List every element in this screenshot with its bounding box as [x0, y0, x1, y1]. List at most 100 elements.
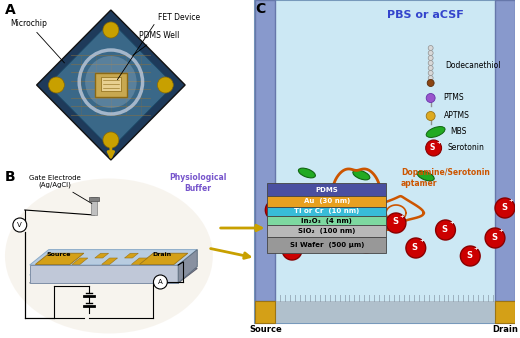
Text: Serotonin: Serotonin — [448, 144, 484, 152]
Text: S: S — [430, 143, 435, 151]
Text: S: S — [323, 224, 329, 234]
Circle shape — [48, 77, 64, 93]
Bar — [89, 197, 99, 201]
Circle shape — [428, 55, 433, 61]
Circle shape — [428, 75, 433, 80]
Bar — [267, 183, 386, 196]
Text: Physiological
Buffer: Physiological Buffer — [170, 173, 227, 193]
Polygon shape — [48, 21, 174, 149]
Polygon shape — [178, 249, 197, 283]
Bar — [255, 301, 515, 323]
Text: A: A — [158, 279, 163, 285]
Circle shape — [427, 79, 434, 87]
Bar — [255, 0, 275, 301]
Circle shape — [428, 66, 433, 71]
Circle shape — [428, 46, 433, 50]
Text: FET Device: FET Device — [118, 14, 201, 80]
Circle shape — [460, 246, 480, 266]
Text: Drain: Drain — [492, 324, 518, 334]
Text: +: + — [400, 214, 404, 218]
Text: PTMS: PTMS — [444, 94, 464, 102]
Circle shape — [428, 50, 433, 55]
Polygon shape — [132, 258, 147, 264]
Text: PBS or aCSF: PBS or aCSF — [387, 10, 464, 20]
Text: PDMS: PDMS — [315, 187, 338, 193]
Bar — [495, 0, 515, 301]
Text: +: + — [296, 241, 301, 245]
Text: S: S — [392, 217, 398, 226]
Text: +: + — [348, 191, 353, 195]
Text: Au  (30 nm): Au (30 nm) — [304, 198, 350, 204]
Text: S: S — [501, 202, 507, 212]
Text: V: V — [18, 222, 22, 228]
Bar — [255, 301, 275, 323]
Text: Si Wafer  (500 μm): Si Wafer (500 μm) — [290, 242, 364, 248]
Polygon shape — [30, 249, 197, 265]
Bar — [267, 237, 386, 253]
Circle shape — [356, 233, 376, 253]
Polygon shape — [124, 253, 138, 258]
Text: +: + — [279, 200, 283, 206]
Text: +: + — [474, 246, 478, 251]
Ellipse shape — [417, 171, 434, 181]
Circle shape — [317, 220, 336, 240]
Circle shape — [436, 220, 456, 240]
Circle shape — [153, 275, 167, 289]
Text: MBS: MBS — [450, 127, 467, 137]
Circle shape — [335, 190, 355, 210]
Circle shape — [426, 94, 435, 102]
Circle shape — [428, 61, 433, 66]
Text: Drain: Drain — [153, 252, 172, 257]
Text: Microchip: Microchip — [10, 19, 64, 63]
Circle shape — [426, 140, 441, 156]
Text: S: S — [271, 204, 277, 214]
Text: Source: Source — [249, 324, 282, 334]
Text: A: A — [5, 3, 16, 17]
Polygon shape — [36, 10, 185, 160]
Text: +: + — [420, 239, 424, 243]
Text: S: S — [466, 250, 472, 260]
Text: +: + — [509, 198, 513, 203]
Text: C: C — [255, 2, 266, 16]
Ellipse shape — [353, 170, 370, 180]
Circle shape — [426, 112, 435, 121]
Circle shape — [103, 132, 119, 148]
Bar — [95, 73, 127, 97]
Circle shape — [85, 56, 137, 108]
Text: +: + — [499, 228, 503, 234]
Circle shape — [428, 71, 433, 75]
Ellipse shape — [426, 126, 445, 138]
Bar — [92, 197, 97, 215]
Text: Source: Source — [46, 252, 71, 257]
Ellipse shape — [298, 168, 316, 178]
Polygon shape — [102, 258, 118, 264]
Text: Gate Electrode
(Ag/AgCl): Gate Electrode (Ag/AgCl) — [29, 174, 92, 203]
Text: +: + — [436, 140, 441, 145]
Circle shape — [282, 240, 302, 260]
Bar — [495, 301, 515, 323]
Circle shape — [485, 228, 505, 248]
Bar — [267, 216, 386, 225]
Text: S: S — [491, 233, 497, 241]
Bar — [267, 225, 386, 237]
Polygon shape — [72, 258, 88, 264]
Polygon shape — [35, 253, 84, 264]
Polygon shape — [95, 253, 109, 258]
Circle shape — [265, 200, 285, 220]
Text: +: + — [449, 220, 454, 225]
Bar — [255, 0, 515, 323]
Bar — [101, 77, 121, 91]
Ellipse shape — [5, 178, 213, 334]
Text: SiO₂  (100 nm): SiO₂ (100 nm) — [298, 228, 355, 234]
Text: S: S — [441, 224, 448, 234]
Circle shape — [103, 22, 119, 38]
Text: S: S — [412, 242, 418, 251]
Circle shape — [386, 213, 406, 233]
Polygon shape — [139, 253, 188, 264]
Text: S: S — [341, 194, 346, 203]
Text: +: + — [370, 234, 374, 239]
Text: Dopamine/Serotonin
aptamer: Dopamine/Serotonin aptamer — [401, 168, 490, 188]
Circle shape — [13, 218, 27, 232]
Text: S: S — [288, 244, 294, 254]
Text: S: S — [362, 238, 368, 246]
